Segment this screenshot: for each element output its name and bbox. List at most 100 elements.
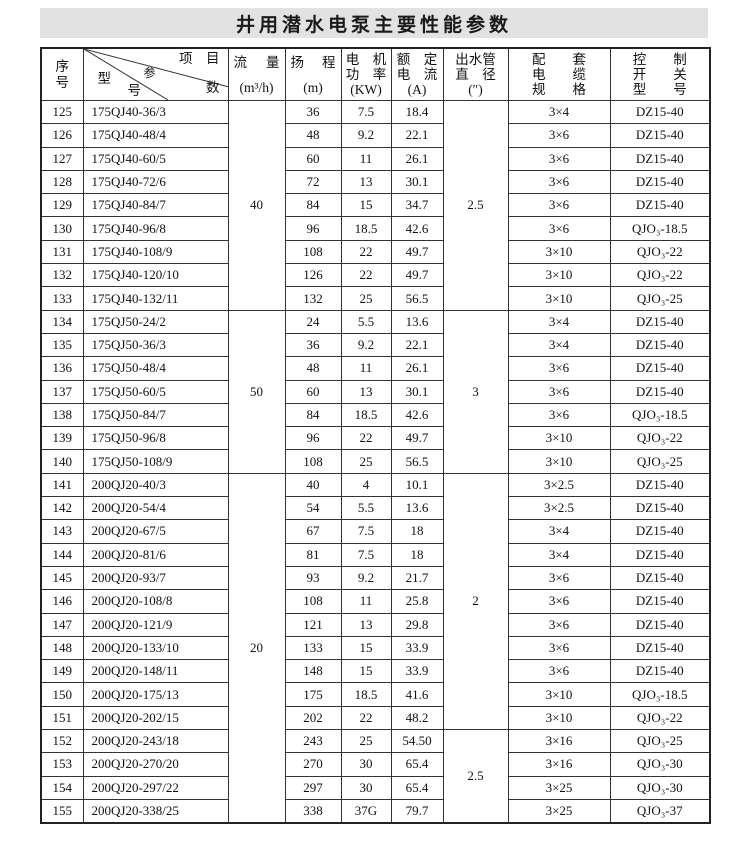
diagonal-lines [83, 49, 229, 100]
header-cable-2: 电 缆 [532, 67, 586, 82]
seq-cell: 155 [40, 798, 84, 824]
header-pipe-2: 直 径 [455, 67, 496, 82]
table-row: 137 175QJ50-60/5 60 13 30.1 3×6 DZ15-40 [40, 379, 711, 404]
head-cell: 132 [284, 286, 342, 311]
switch-cell: DZ15-40 [609, 193, 711, 218]
pipe-cell: 2.5 [442, 729, 509, 824]
current-cell: 79.7 [390, 798, 444, 824]
power-cell: 25 [340, 729, 392, 754]
header-head-unit: (m) [303, 79, 323, 95]
header-current-2: 电 流 [396, 67, 438, 82]
current-cell: 49.7 [390, 263, 444, 288]
seq-cell: 152 [40, 729, 84, 754]
head-cell: 243 [284, 729, 342, 754]
header-power: 电 机 功 率 (KW) [340, 47, 392, 101]
switch-cell: DZ15-40 [609, 635, 711, 661]
seq-cell: 147 [40, 612, 84, 637]
table-row: 149 200QJ20-148/11 148 15 33.9 3×6 DZ15-40 [40, 659, 711, 684]
seq-cell: 137 [40, 379, 84, 404]
power-cell: 13 [340, 612, 392, 637]
table-row: 139 175QJ50-96/8 96 22 49.7 3×10 QJO₃-22 [40, 426, 711, 451]
seq-cell: 145 [40, 565, 84, 591]
header-pipe: 出水管 直 径 (″) [442, 47, 509, 101]
title-band: 井用潜水电泵主要性能参数 [40, 8, 708, 38]
table-row: 136 175QJ50-48/4 48 11 26.1 3×6 DZ15-40 [40, 356, 711, 381]
switch-cell: DZ15-40 [609, 612, 711, 637]
switch-cell: QJO₃-22 [609, 239, 711, 265]
header-switch-1: 控 制 [632, 52, 687, 67]
current-cell: 48.2 [390, 705, 444, 731]
head-cell: 126 [284, 263, 342, 288]
head-cell: 54 [284, 496, 342, 521]
switch-cell: DZ15-40 [609, 589, 711, 614]
cable-cell: 3×6 [507, 635, 611, 661]
switch-cell: QJO₃-18.5 [609, 682, 711, 707]
current-cell: 42.6 [390, 216, 444, 241]
power-cell: 15 [340, 193, 392, 218]
seq-cell: 135 [40, 332, 84, 358]
power-cell: 13 [340, 379, 392, 404]
model-cell: 175QJ40-60/5 [82, 146, 229, 171]
model-cell: 175QJ50-96/8 [82, 426, 229, 451]
power-cell: 13 [340, 169, 392, 195]
model-cell: 175QJ50-24/2 [82, 309, 229, 334]
cable-cell: 3×6 [507, 356, 611, 381]
switch-cell: DZ15-40 [609, 309, 711, 334]
head-cell: 48 [284, 123, 342, 148]
cable-cell: 3×6 [507, 402, 611, 428]
table-row: 131 175QJ40-108/9 108 22 49.7 3×10 QJO₃-22 [40, 239, 711, 265]
model-cell: 175QJ40-48/4 [82, 123, 229, 148]
seq-cell: 139 [40, 426, 84, 451]
current-cell: 26.1 [390, 356, 444, 381]
header-pipe-1: 出水管 [455, 52, 496, 67]
model-cell: 175QJ40-36/3 [82, 99, 229, 125]
cable-cell: 3×25 [507, 775, 611, 800]
table-body: 125 175QJ40-36/3 40 36 7.5 18.4 2.5 3×4 DZ15-40 1… [40, 99, 711, 824]
header-power-unit: (KW) [350, 82, 382, 97]
flow-cell: 50 [227, 309, 286, 474]
current-cell: 26.1 [390, 146, 444, 171]
flow-cell: 40 [227, 100, 286, 311]
table-row: 135 175QJ50-36/3 36 9.2 22.1 3×4 DZ15-40 [40, 332, 711, 358]
header-diagonal: 项 目 参 数 型 号 [82, 47, 229, 101]
power-cell: 22 [340, 239, 392, 265]
table-row: 151 200QJ20-202/15 202 22 48.2 3×10 QJO₃-22 [40, 705, 711, 731]
power-cell: 11 [340, 589, 392, 614]
head-cell: 84 [284, 193, 342, 218]
switch-cell: DZ15-40 [609, 565, 711, 591]
power-cell: 11 [340, 146, 392, 171]
seq-cell: 146 [40, 589, 84, 614]
head-cell: 36 [284, 332, 342, 358]
seq-cell: 142 [40, 496, 84, 521]
table-row: 128 175QJ40-72/6 72 13 30.1 3×6 DZ15-40 [40, 169, 711, 195]
table-row: 147 200QJ20-121/9 121 13 29.8 3×6 DZ15-40 [40, 612, 711, 637]
pipe-cell: 2.5 [442, 100, 509, 311]
head-cell: 108 [284, 239, 342, 265]
header-param1: 参 [143, 66, 156, 80]
header-type2: 号 [127, 83, 142, 98]
current-cell: 56.5 [390, 449, 444, 474]
page-title: 井用潜水电泵主要性能参数 [235, 13, 512, 36]
power-cell: 11 [340, 356, 392, 381]
model-cell: 175QJ40-120/10 [82, 263, 229, 288]
header-current-1: 额 定 [396, 52, 438, 67]
model-cell: 175QJ40-96/8 [82, 216, 229, 241]
table-row: 146 200QJ20-108/8 108 11 25.8 3×6 DZ15-40 [40, 589, 711, 614]
switch-cell: DZ15-40 [609, 123, 711, 148]
current-cell: 56.5 [390, 286, 444, 311]
head-cell: 67 [284, 519, 342, 544]
seq-cell: 129 [40, 193, 84, 218]
model-cell: 175QJ50-36/3 [82, 332, 229, 358]
model-cell: 200QJ20-202/15 [82, 705, 229, 731]
power-cell: 25 [340, 286, 392, 311]
model-cell: 200QJ20-121/9 [82, 612, 229, 637]
cable-cell: 3×10 [507, 449, 611, 474]
seq-cell: 138 [40, 402, 84, 428]
switch-cell: QJO₃-25 [609, 449, 711, 474]
current-cell: 10.1 [390, 472, 444, 498]
header-power-2: 功 率 [345, 67, 387, 82]
head-cell: 202 [284, 705, 342, 731]
switch-cell: DZ15-40 [609, 519, 711, 544]
cable-cell: 3×16 [507, 752, 611, 777]
header-head-2: 程 [322, 54, 336, 70]
